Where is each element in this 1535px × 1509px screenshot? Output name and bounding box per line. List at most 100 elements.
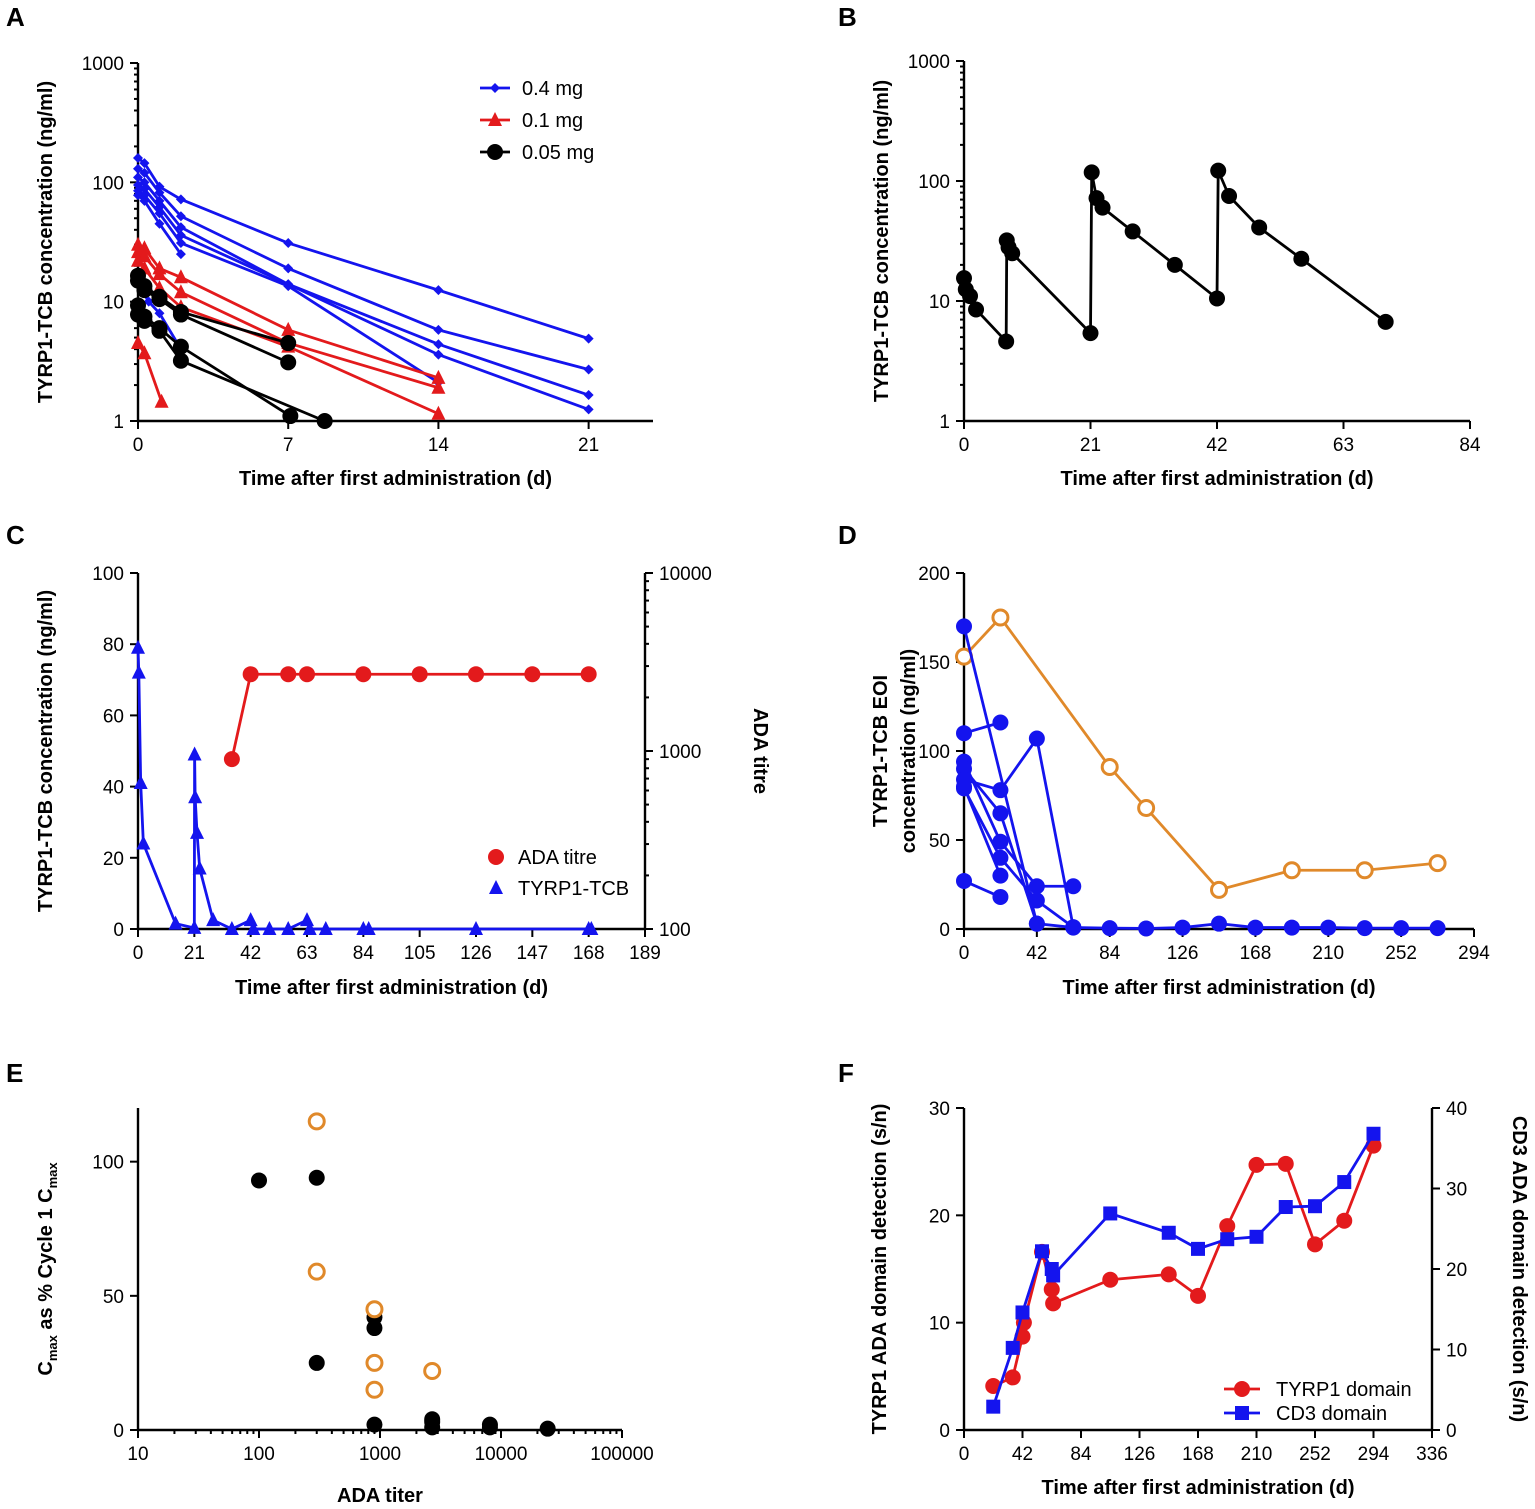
data-point (133, 775, 148, 790)
x-axis-title: Time after first administration (d) (239, 468, 552, 490)
x-tick-label: 100000 (590, 1444, 653, 1465)
data-point (151, 291, 168, 308)
data-point (1014, 1328, 1031, 1345)
data-point (154, 208, 165, 219)
legend-marker (1235, 1406, 1249, 1420)
data-point (1028, 892, 1045, 909)
data-point (468, 666, 484, 683)
series-line (962, 169, 1387, 343)
data-point (1166, 256, 1183, 273)
x-axis-title: Time after first administration (d) (1060, 468, 1373, 490)
data-point (1191, 1241, 1205, 1256)
data-point (1028, 878, 1045, 895)
data-point (361, 921, 376, 935)
data-point (282, 408, 299, 425)
data-point (1015, 1305, 1030, 1320)
series-line (137, 183, 590, 411)
data-point (355, 666, 372, 683)
legend-label: 0.05 mg (522, 142, 594, 164)
data-point (431, 405, 446, 420)
data-point (172, 338, 189, 355)
series-0-1-mg (131, 335, 169, 408)
data-point (1278, 1200, 1293, 1215)
data-point (1100, 758, 1119, 777)
data-point (583, 390, 594, 401)
y2-tick-label: 20 (1446, 1260, 1467, 1281)
series-line (962, 787, 1075, 929)
series-7 (956, 872, 1009, 905)
panel-d: D 0 42 84 126 168 210 252 294 0 50 100 150 200 Time af… (838, 520, 1490, 999)
data-point (1210, 880, 1228, 899)
series-line (137, 167, 589, 371)
y2-tick-label: 10 (1446, 1341, 1467, 1362)
y-tick-label: 1 (113, 412, 124, 433)
series-2 (956, 714, 1009, 742)
data-point (1045, 1295, 1062, 1312)
series-0-4-mg (133, 190, 186, 260)
data-point (1251, 219, 1268, 236)
panel-letter: E (6, 1058, 23, 1088)
legend: 0.4 mg 0.1 mg 0.05 mg (480, 78, 594, 164)
y-axis-title: TYRP1-TCB concentration (ng/ml) (35, 590, 57, 912)
y2-axis-title: CD3 ADA domain detection (s/n) (1508, 1116, 1530, 1422)
y2-tick-label: 0 (1446, 1421, 1457, 1442)
data-point (190, 824, 205, 839)
data-point (280, 335, 297, 352)
legend-label: 0.4 mg (522, 78, 583, 100)
y-tick-label: 100 (92, 564, 124, 585)
x-tick-label: 0 (133, 435, 144, 456)
series-line (963, 737, 1075, 928)
x-tick-label: 126 (1167, 943, 1199, 964)
data-point (308, 1354, 325, 1371)
y-tick-label: 20 (103, 849, 124, 870)
legend-label: 0.1 mg (522, 110, 583, 132)
legend-marker (489, 880, 503, 894)
panel-letter: C (6, 520, 25, 550)
data-point (316, 413, 333, 429)
data-point (1174, 919, 1191, 936)
y-tick-label: 0 (939, 920, 950, 941)
x-tick-label: 21 (1080, 435, 1101, 456)
x-axis-title: ADA titer (337, 1485, 423, 1507)
data-point (139, 167, 150, 178)
series-line (137, 194, 183, 255)
data-point (175, 194, 186, 205)
series-0 (955, 608, 1447, 899)
data-point (1065, 919, 1082, 936)
legend-marker (488, 112, 502, 126)
y-tick-label: 10 (929, 1314, 950, 1335)
x-tick-label: 294 (1358, 1444, 1390, 1465)
data-point (1028, 915, 1045, 932)
y2-tick-label: 30 (1446, 1180, 1467, 1201)
data-point (131, 664, 146, 679)
data-point (187, 746, 202, 761)
data-point (1248, 1156, 1265, 1173)
data-point (583, 333, 594, 344)
legend-marker (490, 83, 500, 93)
data-point (175, 249, 186, 260)
y2-tick-label: 40 (1446, 1099, 1467, 1120)
x-tick-label: 14 (428, 435, 450, 456)
series-5 (956, 730, 1082, 936)
x-tick-label: 10000 (475, 1444, 528, 1465)
x-axis-title: Time after first administration (d) (1041, 1477, 1354, 1499)
x-tick-label: 42 (1012, 1444, 1033, 1465)
x-tick-label: 0 (959, 943, 970, 964)
data-point (131, 639, 145, 654)
data-point (192, 860, 207, 875)
x-tick-label: 100 (243, 1444, 275, 1465)
data-point (281, 321, 296, 336)
series-0-4-mg (133, 152, 594, 344)
data-point (307, 1262, 326, 1281)
data-point (280, 666, 297, 683)
data-point (524, 666, 541, 683)
data-point (1046, 1268, 1061, 1283)
x-tick-label: 21 (578, 435, 599, 456)
data-point (956, 618, 972, 635)
data-point (1293, 250, 1310, 267)
data-point (583, 404, 594, 415)
data-point (299, 666, 315, 683)
data-point (583, 364, 594, 375)
x-tick-label: 126 (1124, 1444, 1156, 1465)
data-point (188, 789, 203, 804)
